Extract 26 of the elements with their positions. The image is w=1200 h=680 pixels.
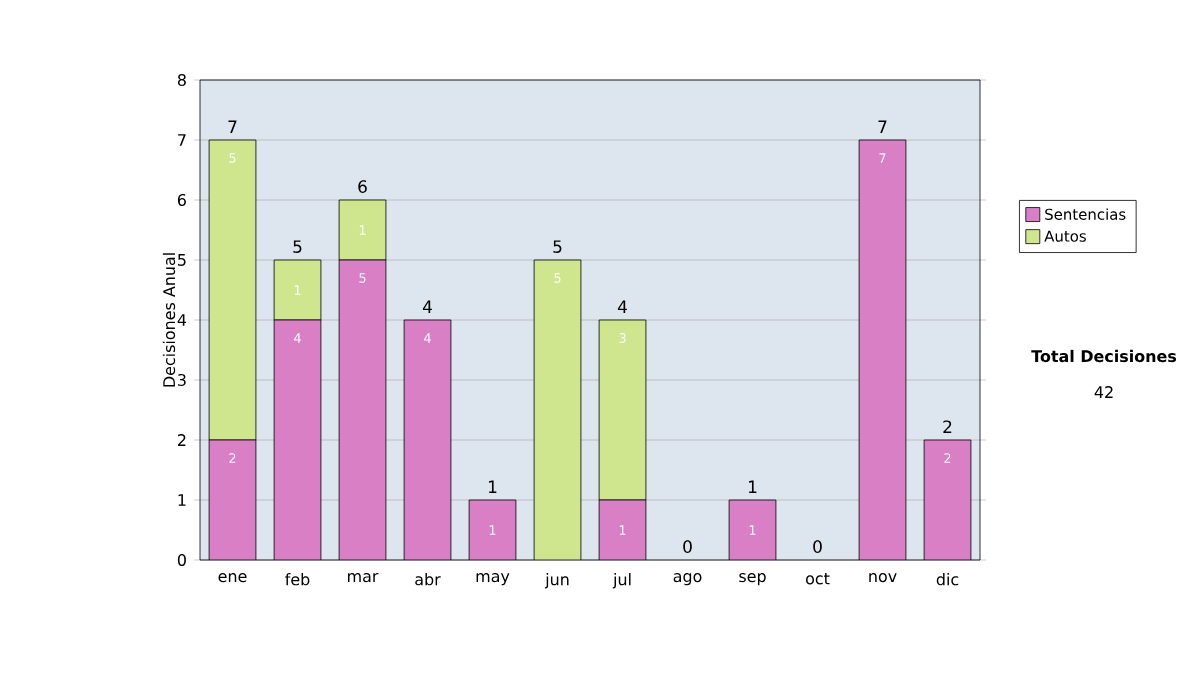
bar	[858, 139, 907, 560]
bar	[469, 500, 516, 560]
bar	[598, 319, 647, 501]
total-label: 2	[943, 420, 952, 433]
bar	[274, 320, 321, 560]
bar	[599, 500, 646, 560]
total-label: 4	[422, 300, 432, 313]
total-label: 0	[683, 540, 692, 553]
bar	[273, 259, 322, 321]
total-label: 0	[813, 540, 822, 553]
total-label: 1	[489, 480, 497, 493]
bar	[209, 440, 256, 560]
bar	[923, 439, 972, 560]
total-label: 1	[749, 480, 757, 493]
total-label: 5	[293, 240, 302, 253]
bar	[339, 260, 386, 560]
total-label: 4	[617, 300, 627, 313]
total-label: 7	[878, 120, 887, 133]
total-label: 6	[358, 180, 367, 193]
bar	[208, 139, 257, 441]
total-label: 7	[228, 120, 237, 133]
total-label: 5	[553, 240, 562, 253]
bar	[338, 199, 387, 261]
bar	[404, 320, 451, 560]
bar	[728, 499, 777, 560]
bar	[534, 260, 581, 560]
